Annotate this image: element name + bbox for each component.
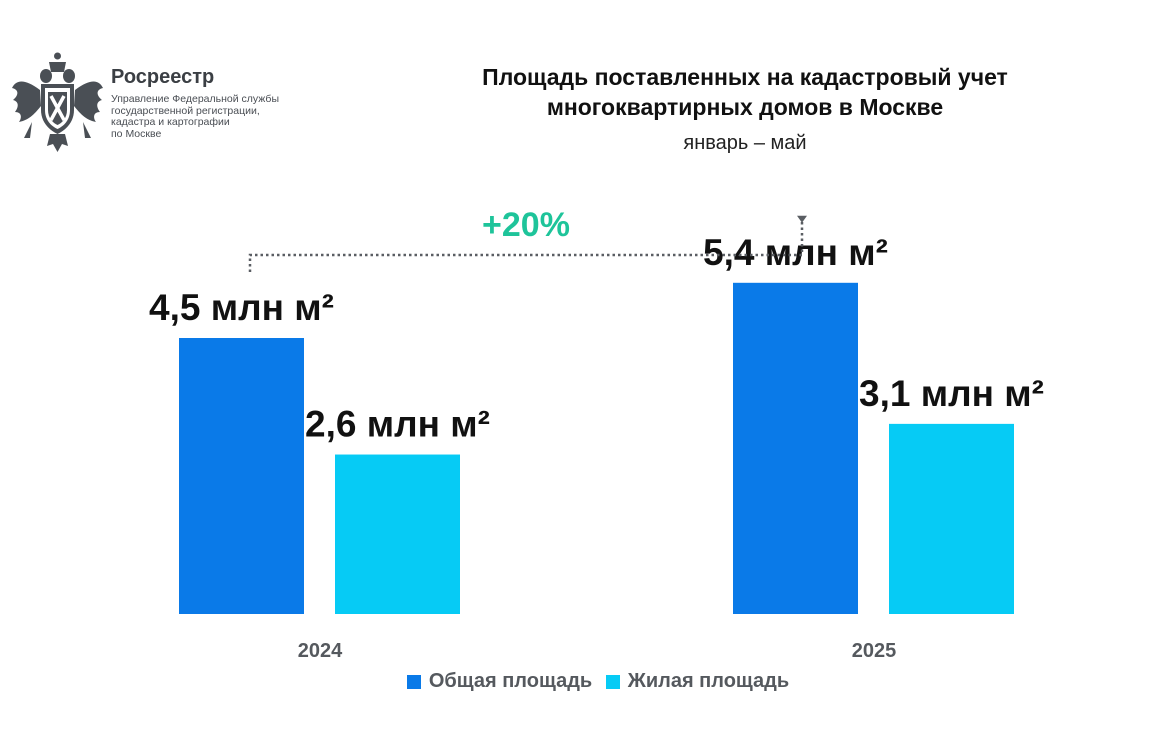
data-label-2024-series-0: 4,5 млн м² <box>149 287 334 328</box>
data-label-2025-series-1: 3,1 млн м² <box>859 373 1044 414</box>
growth-bracket <box>248 216 804 272</box>
chart-subtitle: январь – май <box>683 132 807 154</box>
growth-arrow-head <box>797 215 807 223</box>
data-label-2025-series-0: 5,4 млн м² <box>703 232 888 273</box>
legend-label-living: Жилая площадь <box>627 670 790 692</box>
org-sub-line: Управление Федеральной службы <box>111 93 279 105</box>
org-sub-line: кадастра и картографии <box>111 116 230 128</box>
bar-2025-series-0 <box>733 282 858 614</box>
org-sub-line: государственной регистрации, <box>111 104 260 117</box>
org-subtitle: Управление Федеральной службы государств… <box>111 93 321 140</box>
chart-title-line1: Площадь поставленных на кадастровый учет <box>482 64 1008 90</box>
bar-2024-series-1 <box>335 454 460 614</box>
org-name: Росреестр <box>111 66 215 88</box>
x-tick-label-2024: 2024 <box>298 640 343 662</box>
chart-title-line2: многоквартирных домов в Москве <box>546 94 944 120</box>
chart-legend: Общая площадь Жилая площадь <box>0 670 1176 695</box>
bar-2025-series-1 <box>889 423 1014 614</box>
bar-2024-series-0 <box>179 338 304 614</box>
rosreestr-emblem-icon <box>12 52 103 152</box>
legend-label-total: Общая площадь <box>428 670 593 692</box>
org-sub-line: по Москве <box>111 127 162 140</box>
data-label-2024-series-1: 2,6 млн м² <box>305 404 490 445</box>
growth-annotation: +20% <box>482 206 570 244</box>
x-tick-label-2025: 2025 <box>852 640 897 662</box>
legend-swatch-living <box>605 674 620 689</box>
legend-swatch-total <box>406 674 421 689</box>
legend-item-total: Общая площадь <box>406 670 593 693</box>
legend-item-living: Жилая площадь <box>605 670 790 693</box>
